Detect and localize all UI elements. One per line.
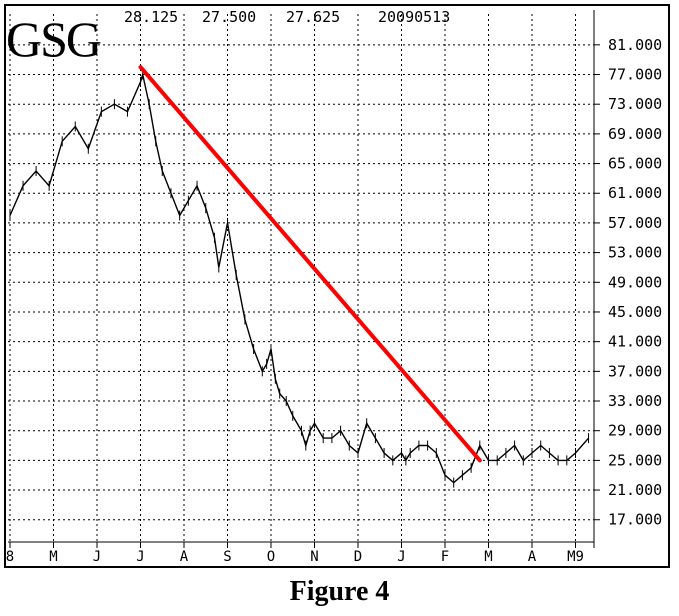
trendline-segment [138,65,482,463]
y-tick-label: 49.000 [608,273,662,291]
x-tick-label: S [223,549,231,565]
x-tick-label: M [49,549,57,565]
y-tick-label: 37.000 [608,362,662,380]
y-tick-label: 17.000 [608,511,662,529]
y-tick-label: 61.000 [608,184,662,202]
ticker-symbol: GSG [6,11,102,67]
x-tick-label: F [441,549,449,565]
trendline [138,65,482,463]
price-series [9,69,590,488]
x-tick-label: J [93,549,101,565]
x-tick-label: A [180,549,189,565]
y-tick-label: 25.000 [608,451,662,469]
y-tick-label: 81.000 [608,36,662,54]
header-value-1: 28.125 [124,8,179,26]
y-tick-label: 45.000 [608,303,662,321]
y-tick-label: 21.000 [608,481,662,499]
x-tick-label: D [354,549,362,565]
chart-frame [4,4,670,568]
x-tick-label: O [267,549,275,565]
y-tick-label: 65.000 [608,155,662,173]
x-tick-label: M [484,549,492,565]
figure-caption: Figure 4 [289,576,390,607]
x-tick-label: N [310,549,318,565]
header-date: 20090513 [378,8,451,26]
x-tick-label: 8 [6,549,14,565]
header-value-2: 27.500 [202,8,257,26]
y-tick-label: 41.000 [608,333,662,351]
header-value-3: 27.625 [286,8,341,26]
y-tick-label: 69.000 [608,125,662,143]
x-tick-label: A [528,549,537,565]
y-tick-label: 57.000 [608,214,662,232]
y-tick-label: 33.000 [608,392,662,410]
x-axis-labels: 8 M J J A S O N D J F M A M9 [6,549,584,565]
x-tick-label: M9 [567,549,584,565]
grid-lines [8,10,600,548]
y-tick-label: 53.000 [608,244,662,262]
y-axis-labels: 81.000 77.000 73.000 69.000 65.000 61.000 57.0… [608,36,662,529]
x-tick-label: J [397,549,405,565]
y-tick-label: 73.000 [608,95,662,113]
y-tick-label: 77.000 [608,66,662,84]
y-tick-label: 29.000 [608,422,662,440]
x-tick-label: J [136,549,144,565]
